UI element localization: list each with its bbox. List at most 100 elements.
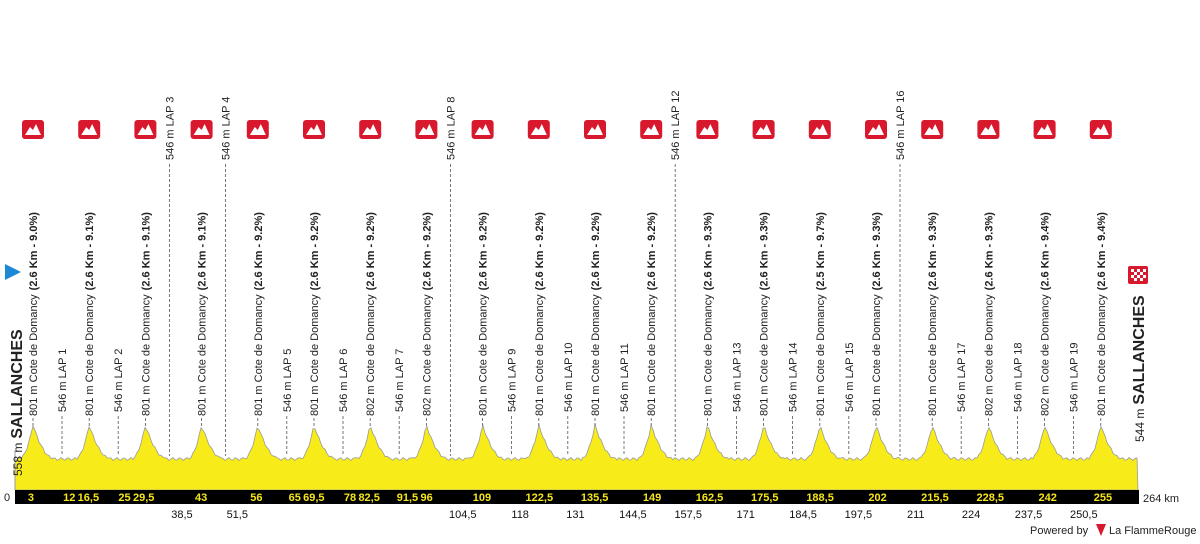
climb-name: 801 m Cote de Domancy [140, 294, 152, 416]
climb-icon-mountain [980, 124, 997, 135]
km-marker: 96 [420, 492, 432, 504]
climb-label: 802 m Cote de Domancy (2.6 Km - 9.2%) [421, 212, 433, 416]
climb-icon-mountain [25, 124, 41, 135]
powered-by: Powered by [1030, 525, 1089, 537]
climb-label: 801 m Cote de Domancy (2.6 Km - 9.4%) [1096, 212, 1108, 416]
km-marker: 25 [118, 492, 130, 504]
climb-detail: (2.6 Km - 9.2%) [421, 212, 433, 291]
climb-icon-mountain [811, 124, 828, 135]
km-marker: 12 [63, 492, 75, 504]
distance-end: 264 km [1143, 493, 1179, 505]
lap-label: 546 m LAP 13 [731, 342, 743, 412]
lap-label: 546 m LAP 16 [895, 90, 907, 160]
lap-label: 546 m LAP 6 [338, 349, 350, 412]
km-marker: 56 [250, 492, 262, 504]
climb-icon [808, 120, 831, 139]
climb-icon-bg [808, 120, 831, 139]
climb-name: 801 m Cote de Domancy [28, 294, 40, 416]
climb-label: 801 m Cote de Domancy (2.6 Km - 9.2%) [534, 212, 546, 416]
climb-detail: (2.6 Km - 9.3%) [871, 212, 883, 291]
climb-icon [415, 120, 438, 139]
climb-name: 801 m Cote de Domancy [253, 294, 265, 416]
climb-icon-bg [640, 120, 663, 139]
climb-detail: (2.6 Km - 9.2%) [646, 212, 658, 291]
climb-icon [640, 120, 663, 139]
start-flag [5, 264, 21, 280]
climb-icon-mountain [362, 124, 379, 135]
climb-name: 802 m Cote de Domancy [983, 294, 995, 416]
lap-label: 546 m LAP 15 [844, 342, 856, 412]
climb-icon-bg [471, 120, 494, 139]
climb-label: 802 m Cote de Domancy (2.6 Km - 9.3%) [983, 212, 995, 416]
distance-start: 0 [4, 492, 10, 504]
climb-detail: (2.6 Km - 9.1%) [140, 212, 152, 291]
km-marker: 104,5 [449, 509, 477, 521]
climb-icon-bg [359, 120, 382, 139]
climb-icon [527, 120, 550, 139]
climb-detail: (2.5 Km - 9.7%) [815, 212, 827, 291]
climb-label: 801 m Cote de Domancy (2.6 Km - 9.2%) [646, 212, 658, 416]
lap-label: 546 m LAP 3 [164, 97, 176, 160]
climb-name: 801 m Cote de Domancy [590, 294, 602, 416]
km-marker: 122,5 [526, 492, 554, 504]
lap-label: 546 m LAP 12 [670, 90, 682, 160]
climb-name: 801 m Cote de Domancy [646, 294, 658, 416]
lap-label: 546 m LAP 14 [788, 342, 800, 412]
km-marker: 197,5 [845, 509, 873, 521]
climb-detail: (2.6 Km - 9.1%) [197, 212, 209, 291]
climb-icon [190, 120, 213, 139]
climb-label: 801 m Cote de Domancy (2.6 Km - 9.3%) [927, 212, 939, 416]
climb-icon [921, 120, 944, 139]
climb-label: 801 m Cote de Domancy (2.6 Km - 9.2%) [309, 212, 321, 416]
km-marker: 144,5 [619, 509, 647, 521]
climb-icon-mountain [1036, 124, 1053, 135]
climb-icon-bg [1089, 120, 1112, 139]
climb-icon-bg [977, 120, 1000, 139]
climb-label: 801 m Cote de Domancy (2.6 Km - 9.3%) [759, 212, 771, 416]
climb-name: 801 m Cote de Domancy [871, 294, 883, 416]
km-marker: 211 [907, 509, 925, 521]
climb-detail: (2.6 Km - 9.4%) [1040, 212, 1052, 291]
km-marker: 184,5 [789, 509, 817, 521]
climb-icon [752, 120, 775, 139]
km-marker: 78 [344, 492, 356, 504]
climb-detail: (2.6 Km - 9.3%) [927, 212, 939, 291]
climb-name: 801 m Cote de Domancy [197, 294, 209, 416]
climb-icon-bg [134, 120, 157, 139]
km-marker: 118 [511, 509, 529, 521]
climb-icon [303, 120, 325, 139]
climb-icon-bg [190, 120, 213, 139]
climb-icon-bg [696, 120, 719, 139]
climb-icon [1033, 120, 1056, 139]
lap-label: 546 m LAP 11 [619, 343, 631, 412]
climb-icon [246, 120, 269, 139]
climb-icon-bg [527, 120, 550, 139]
km-marker: 250,5 [1070, 509, 1098, 521]
climb-icon-bg [22, 120, 44, 139]
km-marker: 228,5 [976, 492, 1004, 504]
climb-label: 801 m Cote de Domancy (2.6 Km - 9.1%) [84, 212, 96, 416]
climb-detail: (2.6 Km - 9.0%) [28, 212, 40, 291]
km-marker: 82,5 [358, 492, 379, 504]
profile-area [14, 423, 1139, 491]
climb-detail: (2.6 Km - 9.2%) [534, 212, 546, 291]
km-marker: 215,5 [921, 492, 949, 504]
lap-label: 546 m LAP 2 [113, 349, 125, 412]
climb-icon-mountain [924, 124, 941, 135]
climb-name: 801 m Cote de Domancy [815, 294, 827, 416]
climb-icon-mountain [699, 124, 716, 135]
distance-bar [15, 490, 1139, 504]
km-marker: 51,5 [227, 509, 248, 521]
km-marker: 91,5 [397, 492, 418, 504]
climb-icon-mountain [418, 124, 435, 135]
climb-label: 801 m Cote de Domancy (2.6 Km - 9.2%) [253, 212, 265, 416]
climb-name: 801 m Cote de Domancy [84, 294, 96, 416]
km-marker: 43 [195, 492, 207, 504]
climb-icon-bg [584, 120, 606, 139]
climb-label: 801 m Cote de Domancy (2.6 Km - 9.3%) [871, 212, 883, 416]
climb-icon-mountain [137, 124, 154, 135]
climb-detail: (2.6 Km - 9.2%) [309, 212, 321, 291]
climb-label: 801 m Cote de Domancy (2.6 Km - 9.2%) [590, 212, 602, 416]
climb-icon-mountain [868, 124, 884, 135]
km-marker: 157,5 [674, 509, 702, 521]
